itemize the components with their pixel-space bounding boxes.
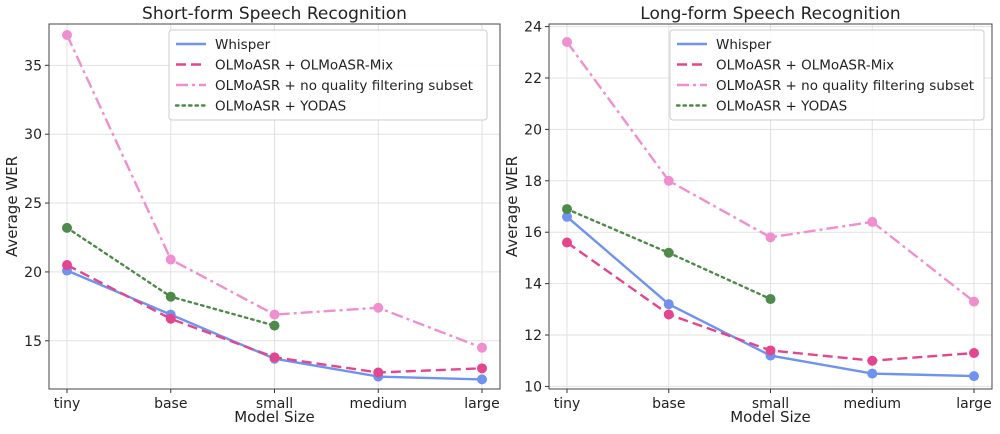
chart-panel-2: Long-form Speech Recognition tiny base smal… [503,4,993,426]
data-point [562,36,572,47]
legend-label: Whisper [716,37,772,53]
data-point [765,232,776,243]
data-point [165,254,176,265]
chart-title: Long-form Speech Recognition [640,4,900,24]
y-tick-label: 16 [524,225,542,241]
data-point [477,363,487,374]
x-axis-label: Model Size [730,408,811,426]
y-axis-label: Average WER [503,156,521,257]
plot-area [548,23,993,390]
data-point [269,352,280,363]
x-tick-label: small [256,396,293,412]
x-tick-label: medium [349,396,407,412]
x-tick-label: base [154,396,187,412]
legend-label: OLMoASR + no quality filtering subset [215,78,473,94]
data-point [663,309,674,320]
data-point [867,216,878,227]
y-tick-label: 12 [524,328,542,344]
legend-label: OLMoASR + YODAS [215,99,346,115]
x-tick-label: tiny [54,396,81,412]
y-tick-label: 24 [524,20,542,36]
y-tick-label: 15 [24,334,42,350]
data-point [867,368,878,379]
y-tick-label: 25 [24,196,42,212]
data-point [562,237,572,248]
x-tick-label: base [652,396,685,412]
legend-label: OLMoASR + YODAS [716,99,847,115]
data-point [562,204,572,215]
series-line-3 [65,34,483,349]
x-tick-label: large [464,396,499,412]
legend-label: Whisper [215,37,271,53]
data-point [477,374,487,385]
legend-box [168,29,488,121]
data-point [269,309,280,320]
data-point [373,302,384,313]
data-point [969,371,979,382]
y-tick-label: 14 [524,277,542,293]
data-point [663,299,674,310]
y-tick-label: 10 [524,379,542,395]
y-tick-label: 18 [524,174,542,190]
y-tick-label: 20 [524,122,542,138]
chart-title: Short-form Speech Recognition [142,4,407,24]
y-tick-label: 22 [524,71,542,87]
data-point [663,247,674,258]
data-point [765,294,776,305]
x-axis-label: Model Size [234,408,315,426]
chart-panel-1: Short-form Speech Recognition tiny base sma… [3,4,501,426]
data-point [867,355,878,366]
data-point [373,367,384,378]
data-point [62,30,72,41]
x-tick-label: tiny [554,396,581,412]
data-point [969,296,979,307]
legend-label: OLMoASR + OLMoASR-Mix [716,58,894,74]
y-tick-label: 20 [24,265,42,281]
legend-label: OLMoASR + OLMoASR-Mix [215,58,393,74]
data-point [765,345,776,356]
legend-box [669,29,985,121]
y-axis-label: Average WER [3,156,21,257]
data-point [969,348,979,359]
x-tick-label: small [752,396,789,412]
legend: Whisper OLMoASR + OLMoASR-Mix OLMoASR + no… [168,29,488,121]
x-tick-label: medium [843,396,901,412]
y-tick-label: 35 [24,58,42,74]
data-point [269,320,280,331]
data-point [477,342,487,353]
legend: Whisper OLMoASR + OLMoASR-Mix OLMoASR + no… [669,29,985,121]
data-point [62,260,72,271]
data-point [165,291,176,302]
data-point [62,222,72,233]
data-point [562,211,572,222]
legend-label: OLMoASR + no quality filtering subset [716,78,974,94]
y-tick-label: 30 [24,127,42,143]
plot-area [48,23,501,390]
data-point [663,175,674,186]
data-point [165,313,176,324]
x-tick-label: large [956,396,991,412]
